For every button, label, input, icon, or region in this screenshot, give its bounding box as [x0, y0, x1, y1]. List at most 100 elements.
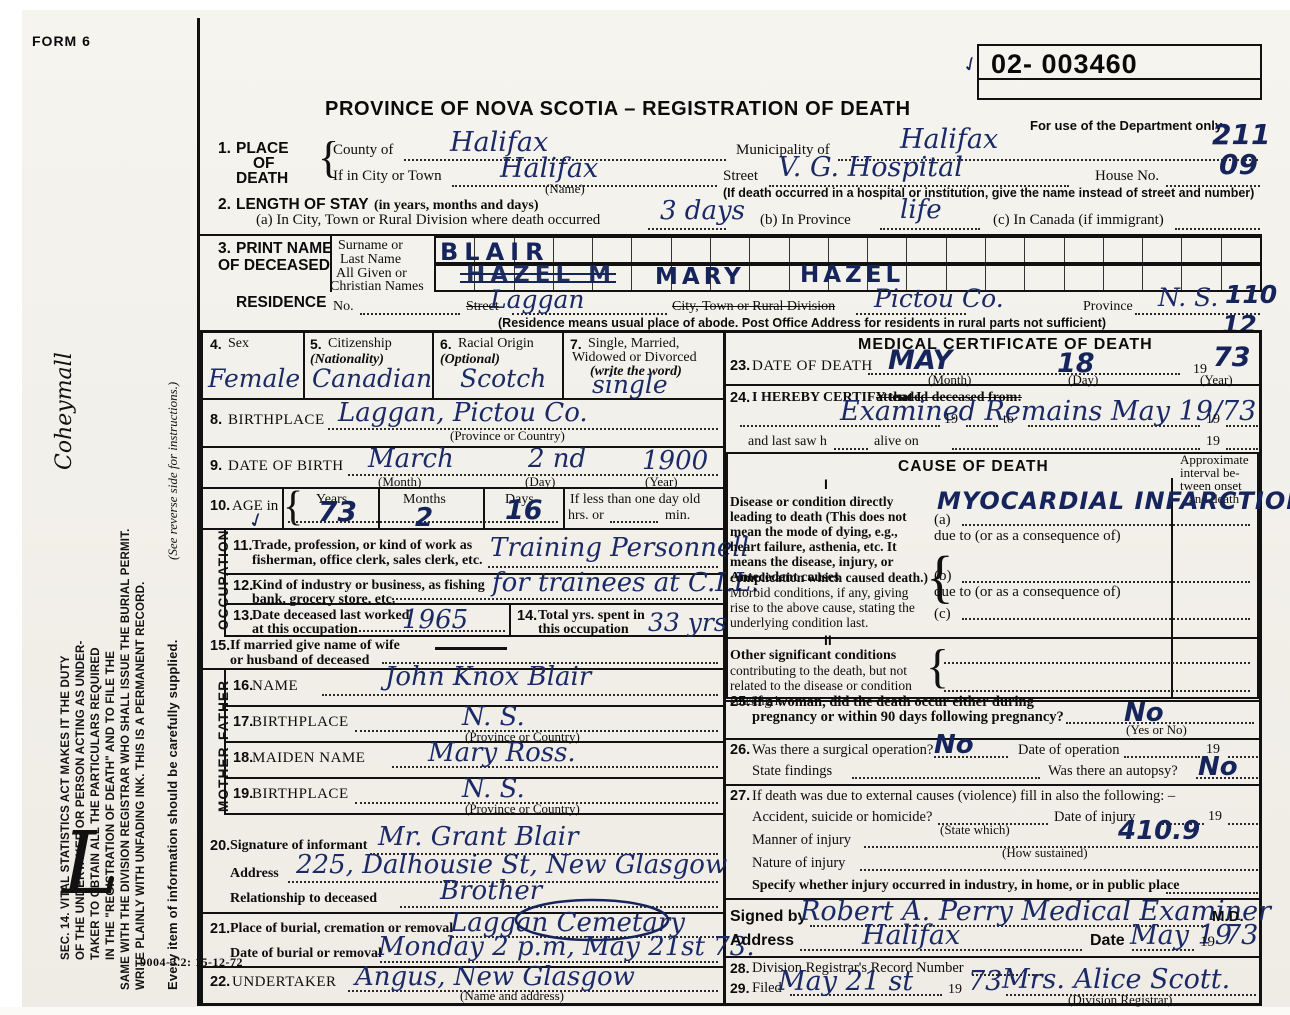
place-of-death-item-no: 1. [218, 140, 231, 157]
pregnancy-label-2: pregnancy or within 90 days following pr… [752, 709, 1064, 725]
burial-date-label: Date of burial or removal [230, 946, 382, 961]
dod-month: MAY [888, 345, 953, 376]
external-item-no: 27. [730, 788, 751, 804]
cause-line-a-label: (a) [934, 512, 951, 528]
age-days-label: Days [505, 492, 534, 507]
certify-last-saw-label: and last saw h [748, 434, 827, 449]
residence-code-1: 110 [1225, 280, 1278, 309]
mother-side-label: MOTHER [216, 746, 231, 812]
printer-code: 9004-3.2: 15-12-72 [140, 955, 243, 969]
margin-signature-flourish: L [62, 814, 120, 914]
residence-street-label: Street [466, 299, 499, 314]
industry-value: for trainees at C.I.L. [492, 568, 760, 598]
filed-year-value: 73 [968, 966, 1003, 997]
spouse-label-1: If married give name of wife [230, 638, 400, 653]
specify-label: Specify whether injury occurred in indus… [752, 878, 1180, 893]
pregnancy-item-no: 25. [730, 694, 751, 710]
cause-of-death-heading: CAUSE OF DEATH [898, 458, 1049, 475]
interval-heading-4: and death [1189, 491, 1240, 506]
occupation-side-label: OCCUPATION [216, 529, 231, 630]
cause-of-death-box [726, 452, 1259, 639]
birthplace-label: BIRTHPLACE [228, 412, 325, 428]
name-caption: (Name) [545, 181, 585, 196]
filed-registrar-value: Mrs. Alice Scott. [1002, 964, 1231, 995]
residence-code-2: 12 [1222, 310, 1257, 339]
pregnancy-value: No [1124, 698, 1164, 728]
residence-province-value: N. S. [1158, 283, 1219, 312]
certify-year-prefix-1: 19 [944, 412, 958, 427]
dob-year-caption: (Year) [645, 474, 678, 489]
spouse-value [435, 647, 507, 650]
registration-number-box: 02- 003460 [977, 44, 1262, 100]
cause-other-sub: contributing to the death, but not relat… [730, 663, 912, 709]
cert-address-value: Halifax [862, 920, 961, 951]
record-number-label: Division Registrar's Record Number [752, 960, 964, 976]
residence-label: RESIDENCE [236, 294, 327, 311]
county-value: Halifax [450, 127, 549, 158]
industry-label-2: bank, grocery store, etc. [252, 592, 396, 607]
dod-item-no: 23. [730, 358, 751, 374]
length-of-stay-sub: (in years, months and days) [374, 198, 539, 213]
cause-due-to-b: due to (or as a consequence of) [934, 584, 1121, 600]
how-sustained-caption: (How sustained) [1002, 845, 1088, 860]
city-town-label: If in City or Town [333, 168, 442, 184]
length-of-stay-label: LENGTH OF STAY [236, 196, 369, 213]
given-names-struck: HAZEL M [466, 262, 616, 288]
house-no-label: House No. [1095, 168, 1160, 184]
mother-birthplace-label: BIRTHPLACE [252, 786, 349, 802]
manner-label: Manner of injury [752, 832, 852, 848]
father-name-value: John Knox Blair [385, 662, 592, 692]
given-label-2: Christian Names [330, 279, 424, 294]
county-label: County of [333, 142, 394, 158]
father-birthplace-caption: (Province or Country) [465, 729, 580, 744]
given-name-second: HAZEL [800, 262, 905, 288]
page-left-edge [0, 0, 22, 1015]
age-years-label: Years [316, 492, 348, 507]
state-which-caption: (State which) [940, 822, 1010, 837]
mother-name-label: MAIDEN NAME [252, 750, 366, 766]
operation-value: No [934, 730, 974, 760]
dob-label: DATE OF BIRTH [228, 458, 344, 474]
birthplace-item-no: 8. [210, 412, 223, 428]
citizenship-sub: (Nationality) [310, 352, 384, 367]
division-registrar-caption: (Division Registrar) [1068, 992, 1173, 1007]
father-side-label: FATHER [216, 679, 231, 740]
marital-sub: (write the word) [590, 364, 682, 379]
cause-direct-label: Disease or condition directly leading to… [730, 494, 929, 585]
dept-code-1: 211 [1212, 118, 1271, 151]
city-town-value: Halifax [500, 153, 599, 184]
last-worked-item-no: 13. [233, 608, 254, 624]
given-name-first: MARY [655, 264, 745, 290]
external-label: If death was due to external causes (vio… [752, 788, 1176, 804]
dod-day-caption: (Day) [1068, 372, 1099, 387]
trade-item-no: 11. [233, 538, 253, 554]
sex-label: Sex [228, 336, 249, 351]
birthplace-caption: (Province or Country) [450, 428, 565, 443]
certify-alive-label: alive on [874, 434, 919, 449]
dod-year-prefix: 19 [1193, 362, 1207, 377]
trade-label-1: Trade, profession, or kind of work as [252, 538, 473, 553]
nature-label: Nature of injury [752, 855, 846, 871]
certify-year-prefix-2: 19 [1206, 412, 1220, 427]
marital-value: single [592, 370, 668, 399]
residence-note: (Residence means usual place of abode. P… [498, 316, 1107, 330]
stay-a-value: 3 days [660, 196, 745, 226]
length-of-stay-item-no: 2. [218, 196, 231, 213]
margin-divider [197, 18, 200, 1006]
street-label: Street [723, 168, 758, 184]
spouse-label-2: or husband of deceased [230, 653, 370, 668]
dob-day-caption: (Day) [525, 474, 556, 489]
medical-heading: MEDICAL CERTIFICATE OF DEATH [858, 336, 1153, 353]
last-worked-label-1: Date deceased last worked [252, 608, 410, 623]
father-name-label: NAME [252, 678, 299, 694]
dod-day: 18 [1057, 348, 1095, 379]
interval-heading-2: interval be- [1180, 465, 1240, 480]
burial-date-value: Monday 2 p.m, May 21st 73. [378, 932, 755, 962]
citizenship-label: Citizenship [328, 336, 392, 351]
autopsy-value: No [1198, 752, 1238, 782]
industry-label-1: Kind of industry or business, as fishing [252, 578, 485, 593]
burial-circle-annotation [514, 898, 670, 942]
trade-value: Training Personnell [490, 533, 749, 563]
